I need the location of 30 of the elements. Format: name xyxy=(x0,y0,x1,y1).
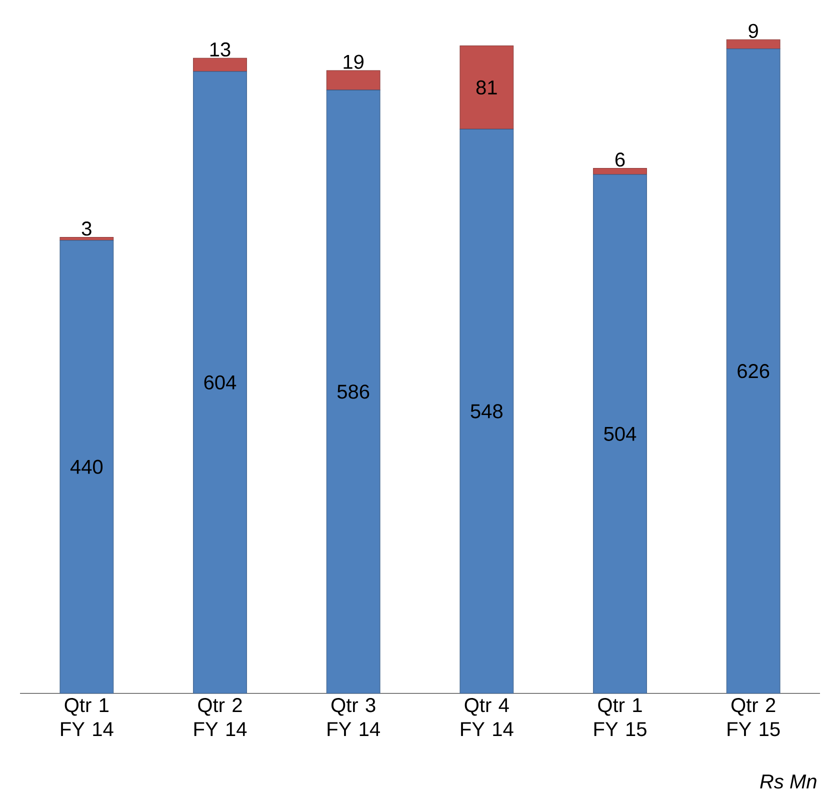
data-label: 81 xyxy=(476,80,497,94)
bar xyxy=(726,48,780,694)
x-tick-label: Qtr 2 FY 15 xyxy=(728,698,780,736)
x-tick-label: Qtr 1 FY 15 xyxy=(594,698,646,736)
data-label: 440 xyxy=(70,460,103,474)
text: Rs Mn xyxy=(760,774,816,788)
x-tick-label: Qtr 3 FY 14 xyxy=(328,698,380,736)
bar xyxy=(726,39,780,49)
data-label: 548 xyxy=(470,404,502,418)
bar xyxy=(193,71,247,694)
bar xyxy=(193,58,247,72)
data-label: 6 xyxy=(615,152,625,167)
bar xyxy=(593,174,647,694)
bar xyxy=(460,128,514,694)
data-label: 3 xyxy=(82,221,92,236)
bar xyxy=(593,168,647,175)
data-label: 9 xyxy=(748,24,758,38)
x-tick-label: Qtr 2 FY 14 xyxy=(194,698,247,736)
data-label: 19 xyxy=(344,54,364,69)
data-label: 626 xyxy=(738,364,770,378)
x-tick-label: Qtr 4 FY 14 xyxy=(461,698,514,736)
bar xyxy=(460,45,514,130)
data-label: 13 xyxy=(210,42,230,56)
x-tick-label: Qtr 1 FY 14 xyxy=(61,698,114,736)
data-label: 504 xyxy=(604,426,636,441)
bar xyxy=(326,70,380,90)
bar xyxy=(60,240,114,694)
data-label: 604 xyxy=(204,375,236,390)
bar xyxy=(326,90,380,694)
data-label: 586 xyxy=(337,384,370,399)
